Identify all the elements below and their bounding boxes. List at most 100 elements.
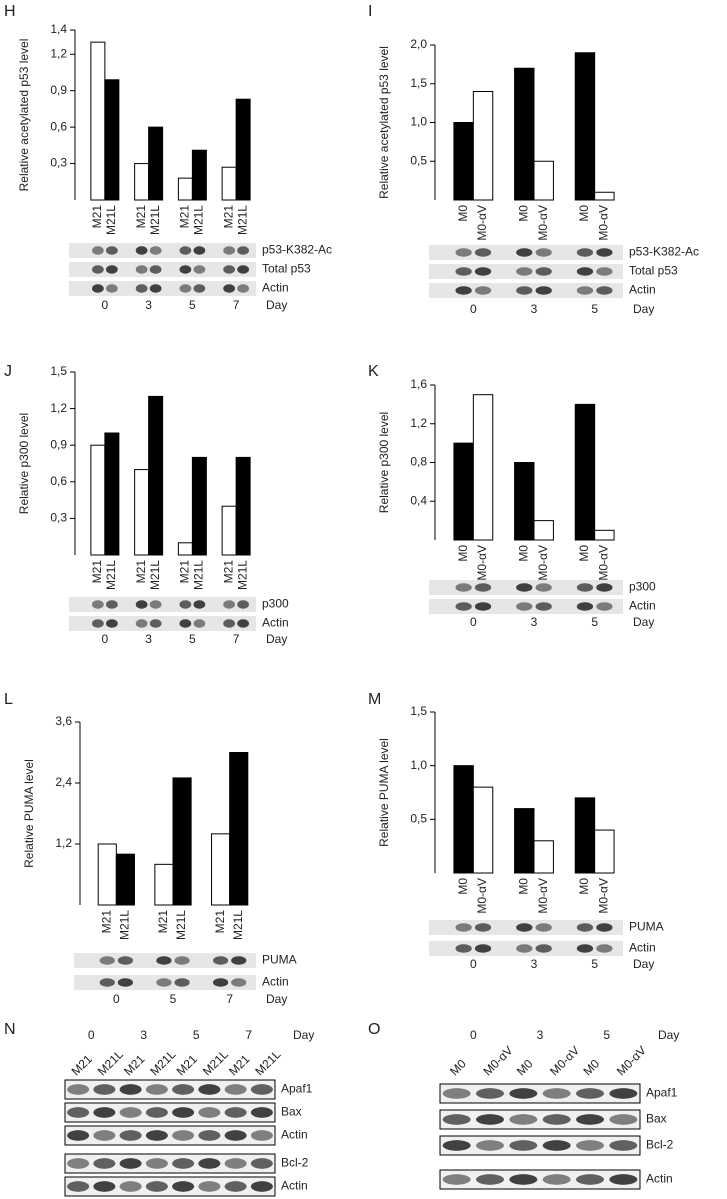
bar	[172, 777, 192, 906]
blot-band	[149, 600, 162, 609]
lane-label: M0	[514, 1056, 536, 1078]
blot-band	[576, 602, 594, 611]
blot-band	[145, 1084, 168, 1095]
bar	[594, 529, 615, 541]
blot-label: Actin	[646, 1172, 673, 1186]
blot-band	[509, 1114, 538, 1125]
blot-band	[212, 956, 229, 965]
lane-label: M21L	[252, 1047, 283, 1078]
bar-label: M21	[178, 560, 192, 584]
blot-band	[455, 944, 472, 953]
blot-band	[516, 923, 533, 932]
blot-band	[223, 246, 236, 255]
bar-label: M0	[516, 878, 530, 895]
blot-band	[474, 923, 492, 932]
blot-band	[596, 248, 613, 257]
bar	[134, 163, 150, 201]
blot-label: PUMA	[262, 953, 297, 967]
bar	[148, 126, 164, 201]
blot-band	[542, 1174, 571, 1185]
blot-band	[474, 286, 492, 295]
blot-label: Actin	[629, 941, 656, 955]
day-label: 3	[531, 957, 538, 971]
blot-band	[596, 286, 613, 295]
bar	[191, 149, 207, 201]
blot-band	[442, 1088, 471, 1099]
y-tick-label: 1,4	[50, 22, 67, 36]
blot-box	[64, 1176, 276, 1197]
day-label: 5	[170, 992, 177, 1006]
blot-band	[250, 1130, 273, 1141]
blot-label: Bcl-2	[646, 1138, 674, 1152]
blot-band	[516, 248, 533, 257]
blot-band	[224, 1084, 247, 1095]
y-tick-label: 0,5	[410, 153, 427, 167]
blot-band	[576, 286, 594, 295]
blot-band	[135, 265, 148, 274]
blot-band	[224, 1130, 247, 1141]
blot-band	[516, 286, 533, 295]
blot-band	[172, 1107, 195, 1118]
blot-band	[535, 248, 552, 257]
bar	[90, 41, 106, 201]
blot-band	[135, 284, 148, 293]
lane-label: M0-αV	[614, 1043, 649, 1078]
blot-band	[105, 284, 118, 293]
day-label: 3	[140, 1028, 147, 1042]
blot-label: p53-K382-Ac	[262, 243, 332, 257]
x-axis-label: Day	[266, 298, 287, 312]
blot-band	[474, 583, 492, 592]
bar	[453, 765, 474, 874]
bar-label: M0-αV	[597, 878, 611, 914]
blot-band	[476, 1114, 504, 1125]
blot-band	[224, 1158, 247, 1169]
blot-band	[237, 265, 250, 274]
blot-band	[179, 265, 192, 274]
blot-band	[179, 619, 192, 628]
lane-label: M0	[447, 1056, 469, 1078]
blot-strip	[69, 281, 256, 296]
lane-label: M21	[121, 1052, 148, 1079]
blot-band	[596, 583, 613, 592]
blot-band	[476, 1140, 504, 1151]
y-tick-label: 0,3	[50, 156, 67, 170]
blot-band	[172, 1084, 195, 1095]
blot-band	[237, 246, 250, 255]
blot-label: Bax	[646, 1112, 667, 1126]
bar-label: M0	[577, 545, 591, 562]
day-label: 5	[603, 1028, 610, 1042]
blot-band	[198, 1158, 221, 1169]
y-tick-label: 2,4	[55, 775, 72, 789]
blot-band	[542, 1088, 571, 1099]
blot-band	[135, 246, 148, 255]
blot-band	[509, 1088, 538, 1099]
bar	[177, 177, 193, 201]
bar-label: M21L	[192, 205, 206, 235]
bar	[472, 786, 494, 874]
y-tick-label: 1,6	[410, 377, 427, 391]
blot-band	[119, 1181, 142, 1192]
bar-label: M0	[577, 878, 591, 895]
bar-label: M0-αV	[597, 205, 611, 241]
y-tick-label: 0,5	[410, 812, 427, 826]
day-label: 7	[245, 1028, 252, 1042]
bar	[134, 469, 150, 556]
blot-band	[509, 1174, 538, 1185]
blot-band	[93, 1084, 116, 1095]
blot-band	[474, 944, 492, 953]
blot-band	[193, 284, 206, 293]
blot-band	[509, 1140, 538, 1151]
blot-band	[91, 600, 104, 609]
panel-letter: K	[368, 363, 379, 380]
y-tick-label: 1,5	[50, 364, 67, 378]
bar-label: M0-αV	[536, 878, 550, 914]
blot-band	[172, 1181, 195, 1192]
blot-label: Actin	[281, 1128, 308, 1142]
blot-band	[224, 1181, 247, 1192]
day-label: 3	[145, 298, 152, 312]
day-label: 0	[470, 615, 477, 629]
panel-letter: J	[4, 363, 12, 380]
blot-band	[535, 267, 552, 276]
bar	[574, 403, 596, 541]
